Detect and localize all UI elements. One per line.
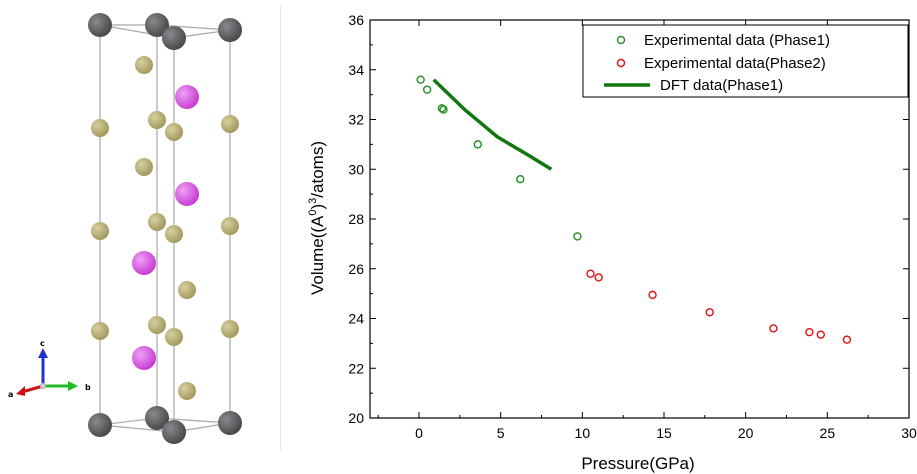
large-atom	[145, 406, 169, 430]
axes-indicator: a b c	[8, 339, 91, 399]
axis-a-arrowhead	[16, 386, 25, 396]
data-point-series-1	[816, 330, 825, 339]
series-line-2	[432, 78, 553, 171]
small-atom	[178, 382, 196, 400]
legend-marker-phase1	[616, 35, 626, 45]
x-tick-label: 25	[820, 425, 836, 441]
data-point-series-0	[416, 75, 425, 84]
axis-b-label: b	[85, 383, 91, 392]
x-tick-label: 15	[656, 425, 672, 441]
large-atom	[162, 26, 186, 50]
data-point-series-1	[586, 269, 595, 278]
y-axis-title-pre: Volume((A	[308, 215, 327, 295]
y-axis-ticks: 20 22 24 26 28 30 32 34 36	[348, 12, 909, 426]
data-point-series-0	[516, 174, 525, 184]
axis-origin	[39, 382, 47, 390]
data-point-series-1	[805, 327, 814, 337]
cell-edge	[156, 24, 231, 31]
cell-edge	[156, 417, 231, 424]
legend-label-phase1: Experimental data (Phase1)	[644, 32, 830, 49]
legend-marker-phase2	[616, 58, 626, 68]
small-atom	[165, 328, 183, 346]
small-atom	[178, 281, 196, 299]
magenta-atom	[175, 182, 199, 206]
x-axis-title: Pressure(GPa)	[581, 454, 694, 473]
small-atom	[91, 222, 109, 240]
magenta-atom	[175, 85, 199, 109]
small-atom	[221, 115, 239, 133]
y-axis-title-mid: )	[308, 204, 327, 210]
large-atom	[218, 18, 242, 42]
data-point-series-1	[594, 273, 603, 282]
large-atom	[218, 411, 242, 435]
series-layer	[416, 75, 852, 344]
small-atom	[165, 225, 183, 243]
data-point-series-1	[842, 335, 852, 344]
x-axis-ticks: 0 5 10 15 20 25 30	[377, 20, 917, 441]
data-point-series-0	[439, 105, 448, 114]
large-atom	[88, 413, 112, 437]
large-atom	[162, 420, 186, 444]
chart-legend: Experimental data (Phase1) Experimental …	[582, 24, 909, 98]
data-point-series-0	[437, 104, 447, 113]
y-tick-label: 30	[348, 161, 364, 177]
large-atom	[88, 13, 112, 37]
small-atom	[221, 320, 239, 338]
small-atom	[148, 111, 166, 129]
y-tick-label: 22	[348, 360, 364, 376]
axis-c-label: c	[40, 339, 45, 348]
y-tick-label: 26	[348, 261, 364, 277]
x-tick-label: 5	[497, 425, 505, 441]
cell-edge	[99, 424, 175, 433]
axis-b-arrowhead	[68, 381, 78, 391]
large-atom	[145, 13, 169, 37]
crystal-structure-image: a b c	[8, 13, 242, 444]
data-point-series-1	[769, 324, 778, 333]
data-point-series-1	[648, 290, 657, 300]
magenta-atom	[132, 346, 156, 370]
y-axis-title: Volume((A0)3/atoms)	[307, 141, 327, 295]
legend-label-dft: DFT data(Phase1)	[660, 77, 783, 94]
y-axis-title-post: /atoms)	[308, 141, 327, 198]
x-tick-label: 30	[901, 425, 917, 441]
x-tick-label: 20	[738, 425, 754, 441]
small-atom	[165, 123, 183, 141]
axis-a-arrow	[21, 384, 44, 394]
y-tick-label: 32	[348, 112, 364, 128]
data-point-series-0	[473, 140, 482, 149]
data-point-series-0	[573, 232, 582, 241]
x-tick-label: 0	[415, 425, 423, 441]
small-atom	[135, 158, 153, 176]
small-atom	[221, 217, 239, 235]
y-tick-label: 28	[348, 211, 364, 227]
data-point-series-1	[705, 308, 714, 317]
x-tick-label: 10	[575, 425, 591, 441]
small-atom	[91, 322, 109, 340]
legend-label-phase2: Experimental data(Phase2)	[644, 55, 826, 72]
y-tick-label: 24	[348, 311, 364, 327]
atoms-group	[88, 13, 242, 444]
data-point-series-0	[422, 85, 432, 94]
y-tick-label: 20	[348, 410, 364, 426]
y-tick-label: 36	[348, 12, 364, 28]
y-tick-label: 34	[348, 62, 364, 78]
axis-c-arrowhead	[38, 348, 48, 358]
small-atom	[135, 56, 153, 74]
magenta-atom	[132, 251, 156, 275]
y-axis-title-sup2: 3	[307, 198, 319, 204]
y-axis-title-sup1: 0	[307, 209, 319, 215]
panel-divider	[280, 5, 281, 450]
small-atom	[148, 213, 166, 231]
small-atom	[91, 119, 109, 137]
axis-a-label: a	[8, 390, 13, 399]
small-atom	[148, 316, 166, 334]
